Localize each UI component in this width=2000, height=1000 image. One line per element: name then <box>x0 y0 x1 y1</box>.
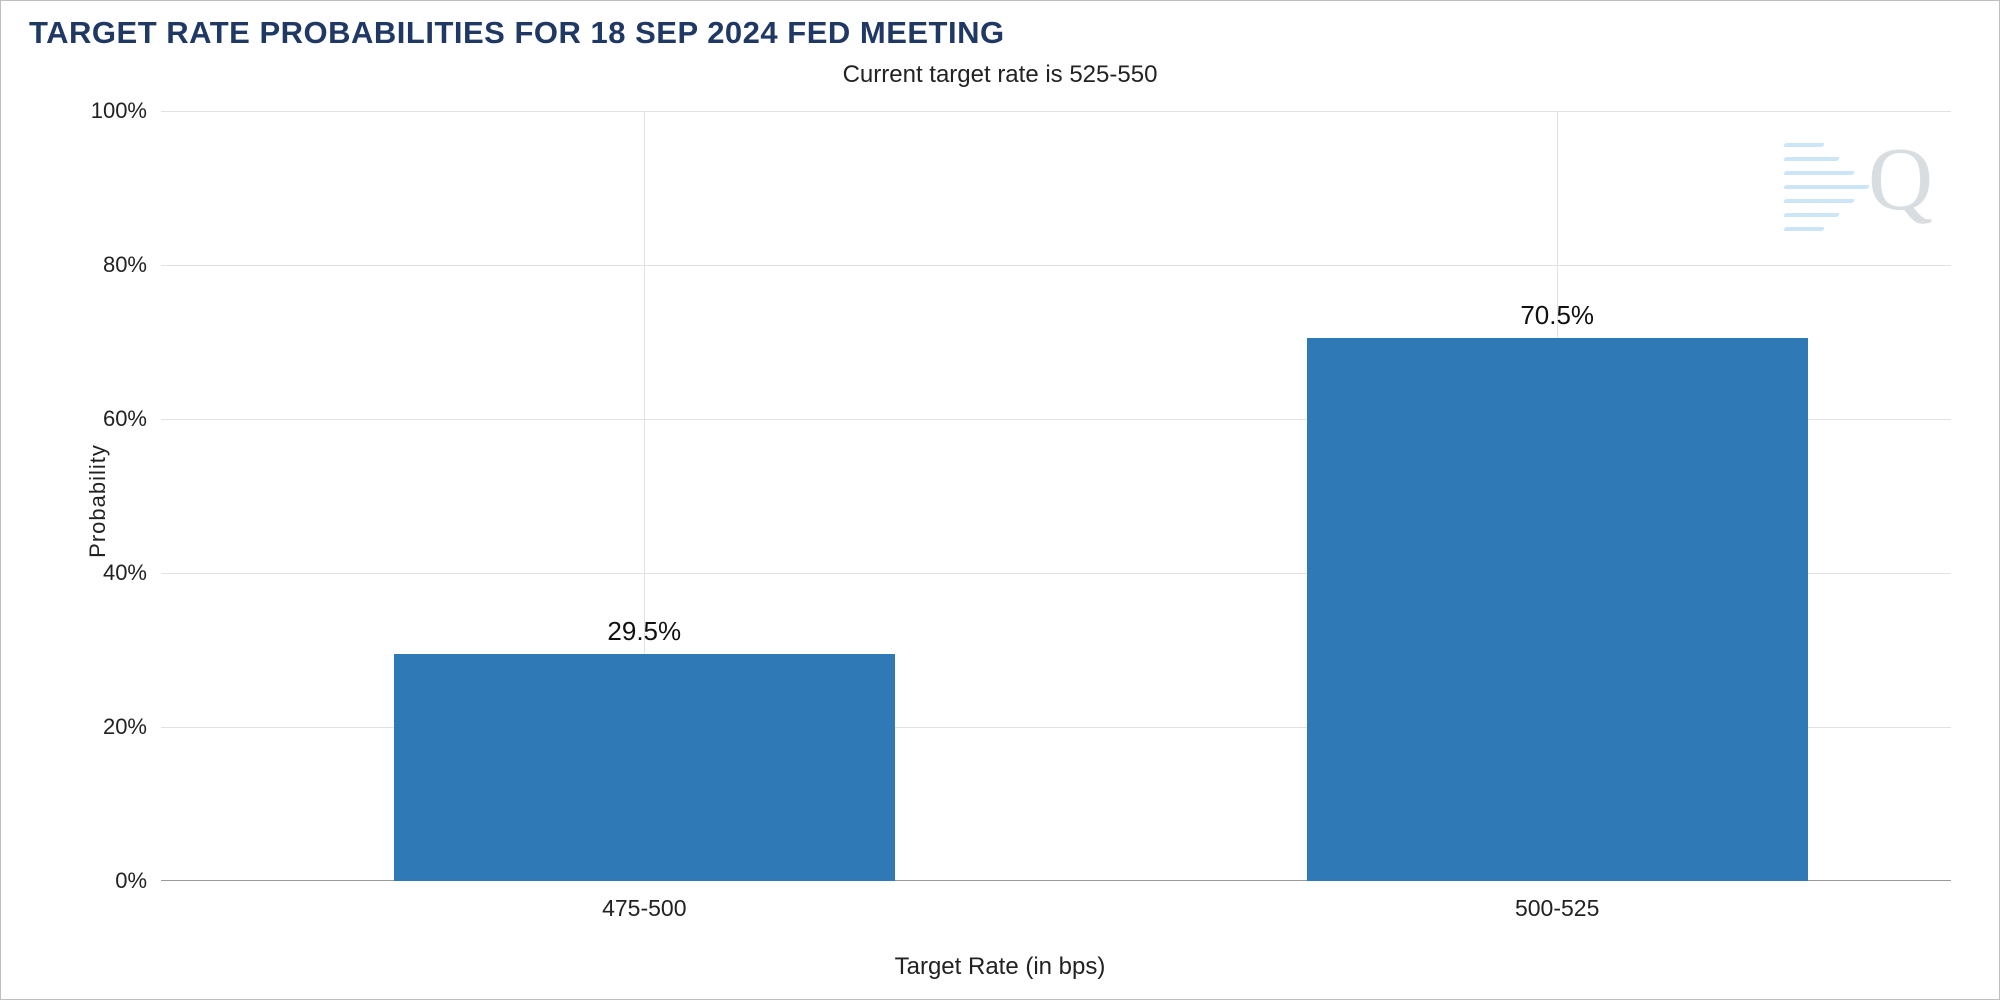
y-tick-label: 40% <box>103 560 161 586</box>
gridline <box>161 111 1951 112</box>
y-tick-label: 60% <box>103 406 161 432</box>
y-tick-label: 20% <box>103 714 161 740</box>
x-tick-label: 475-500 <box>602 881 686 922</box>
bar-value-label: 29.5% <box>394 616 895 647</box>
plot-area: Q 0%20%40%60%80%100%29.5%475-50070.5%500… <box>161 111 1951 881</box>
x-axis-label: Target Rate (in bps) <box>1 953 1999 981</box>
bar: 70.5% <box>1307 338 1808 881</box>
watermark-q-icon: Q <box>1868 135 1933 225</box>
y-tick-label: 100% <box>91 98 161 124</box>
bar: 29.5% <box>394 654 895 881</box>
y-tick-label: 80% <box>103 252 161 278</box>
chart-subtitle: Current target rate is 525-550 <box>1 61 1999 89</box>
y-tick-label: 0% <box>115 868 161 894</box>
x-tick-label: 500-525 <box>1515 881 1599 922</box>
y-axis-label: Probability <box>85 444 111 558</box>
watermark-dashes <box>1784 143 1869 241</box>
gridline <box>161 265 1951 266</box>
bar-value-label: 70.5% <box>1307 300 1808 331</box>
chart-frame: TARGET RATE PROBABILITIES FOR 18 SEP 202… <box>0 0 2000 1000</box>
chart-title: TARGET RATE PROBABILITIES FOR 18 SEP 202… <box>29 15 1005 51</box>
